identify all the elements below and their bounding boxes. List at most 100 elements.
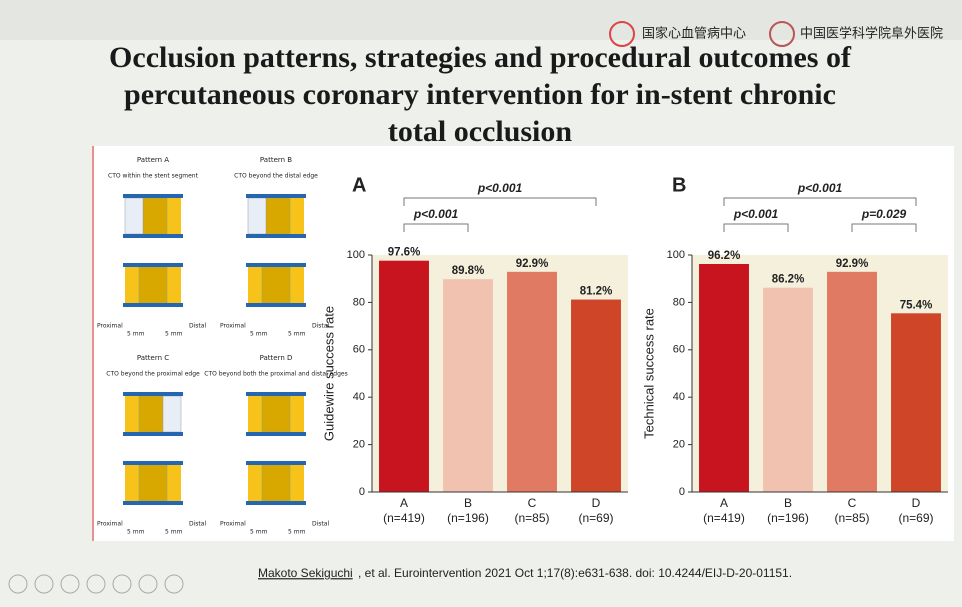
logo-icon [609, 21, 635, 47]
significance-bracket [403, 223, 469, 232]
x-tick-label: C [528, 496, 537, 510]
value-label: 92.9% [516, 258, 549, 270]
y-tick-label: 20 [673, 439, 685, 451]
x-tick-sublabel: (n=196) [767, 511, 809, 525]
panel-label: B [672, 174, 686, 196]
vessel-wall [123, 194, 183, 198]
pattern-desc: CTO beyond the distal edge [234, 173, 318, 180]
bar [507, 271, 557, 492]
vessel-wall [246, 234, 306, 238]
p-value: p=0.029 [861, 207, 907, 221]
y-tick-label: 100 [347, 249, 365, 261]
stent-mesh [261, 395, 291, 433]
stent-hatch [162, 395, 182, 433]
y-tick-label: 0 [679, 486, 685, 498]
stent-mesh [261, 464, 291, 502]
value-label: 86.2% [772, 274, 805, 286]
pattern-desc: CTO beyond the proximal edge [106, 371, 200, 378]
significance-bracket [403, 197, 597, 206]
vessel-wall [123, 432, 183, 436]
significance-bracket [723, 197, 917, 206]
length-label: 5 mm [127, 529, 145, 536]
y-axis-label: Technical success rate [641, 308, 656, 439]
bar [379, 260, 429, 492]
vessel-wall [246, 303, 306, 307]
x-tick-label: C [848, 496, 857, 510]
logo-text: 国家心血管病中心 [642, 25, 746, 40]
p-value: p<0.001 [477, 181, 523, 195]
bar [891, 313, 941, 492]
y-tick-label: 40 [673, 391, 685, 403]
length-label: 5 mm [250, 529, 268, 536]
distal-label: Distal [312, 521, 329, 528]
significance-bracket [723, 223, 789, 232]
value-label: 75.4% [900, 299, 933, 311]
x-tick-sublabel: (n=419) [383, 511, 425, 525]
vessel-wall [123, 263, 183, 267]
value-label: 96.2% [708, 250, 741, 262]
bar [443, 279, 493, 492]
distal-label: Distal [189, 521, 206, 528]
x-tick-sublabel: (n=196) [447, 511, 489, 525]
citation-author: Makoto Sekiguchi [258, 566, 353, 580]
vessel-wall [246, 432, 306, 436]
bar [699, 264, 749, 492]
proximal-label: Proximal [97, 521, 123, 528]
toolbar-button[interactable] [60, 574, 80, 594]
x-tick-sublabel: (n=69) [898, 511, 933, 525]
stent-mesh [261, 266, 291, 304]
x-tick-label: B [464, 496, 472, 510]
length-label: 5 mm [250, 331, 268, 338]
pattern-name: Pattern C [137, 354, 169, 362]
vessel-wall [123, 392, 183, 396]
vessel-wall [123, 461, 183, 465]
stent-mesh [261, 197, 291, 235]
x-tick-label: A [720, 496, 728, 510]
toolbar-button[interactable] [8, 574, 28, 594]
proximal-label: Proximal [97, 323, 123, 330]
citation-text: , et al. Eurointervention 2021 Oct 1;17(… [358, 566, 792, 580]
proximal-label: Proximal [220, 323, 246, 330]
p-value: p<0.001 [797, 181, 843, 195]
x-tick-label: D [592, 496, 601, 510]
toolbar-button[interactable] [138, 574, 158, 594]
toolbar [8, 574, 184, 594]
y-tick-label: 0 [359, 486, 365, 498]
y-tick-label: 60 [673, 344, 685, 356]
x-tick-sublabel: (n=419) [703, 511, 745, 525]
value-label: 97.6% [388, 247, 421, 259]
toolbar-button[interactable] [112, 574, 132, 594]
logo-icon [769, 21, 795, 47]
header-band [0, 0, 962, 40]
length-label: 5 mm [288, 529, 306, 536]
vessel-wall [246, 461, 306, 465]
stent-hatch [247, 197, 267, 235]
vessel-wall [246, 501, 306, 505]
length-label: 5 mm [165, 331, 183, 338]
vessel-wall [123, 234, 183, 238]
vessel-wall [246, 263, 306, 267]
length-label: 5 mm [127, 331, 145, 338]
x-tick-label: B [784, 496, 792, 510]
vessel-wall [123, 501, 183, 505]
toolbar-button[interactable] [34, 574, 54, 594]
vessel-wall [246, 392, 306, 396]
value-label: 92.9% [836, 258, 869, 270]
significance-bracket [851, 223, 917, 232]
value-label: 81.2% [580, 286, 613, 298]
proximal-label: Proximal [220, 521, 246, 528]
bar [827, 271, 877, 492]
length-label: 5 mm [165, 529, 183, 536]
vessel-wall [246, 194, 306, 198]
pattern-desc: CTO within the stent segment [108, 173, 199, 180]
y-tick-label: 80 [353, 296, 365, 308]
vessel-wall [123, 303, 183, 307]
pattern-name: Pattern A [137, 156, 169, 164]
y-tick-label: 40 [353, 391, 365, 403]
bar [763, 287, 813, 492]
title-line: Occlusion patterns, strategies and proce… [109, 41, 852, 74]
toolbar-button[interactable] [86, 574, 106, 594]
toolbar-button[interactable] [164, 574, 184, 594]
